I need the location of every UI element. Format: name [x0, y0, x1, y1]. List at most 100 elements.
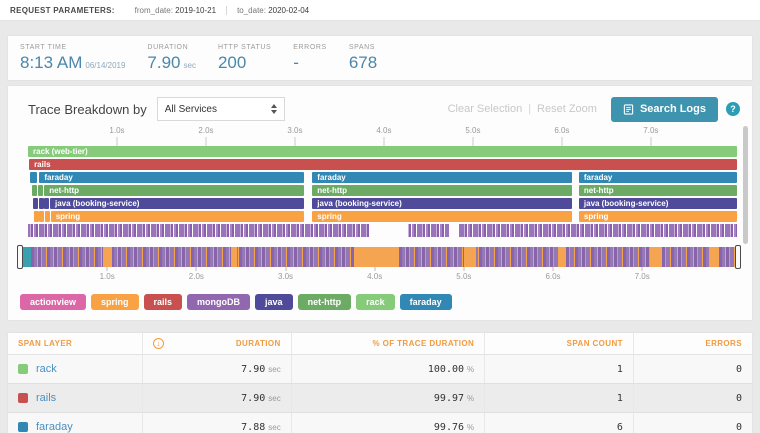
flame-span-segment[interactable]: java (booking-service)	[578, 198, 737, 209]
axis-tick-mark	[285, 267, 286, 271]
percent-unit: %	[467, 422, 475, 432]
flame-span-segment[interactable]	[31, 185, 37, 196]
flame-span-segment[interactable]	[37, 185, 43, 196]
table-header-row: SPAN LAYER ↓ DURATION % OF TRACE DURATIO…	[8, 333, 752, 355]
cell-span-layer: faraday	[8, 413, 142, 433]
col-header-percent-of-trace[interactable]: % OF TRACE DURATION	[290, 333, 484, 354]
stat-http-status: HTTP STATUS 200	[218, 44, 271, 73]
legend-chip-rack[interactable]: rack	[356, 294, 395, 310]
legend-chip-actionview[interactable]: actionview	[20, 294, 87, 310]
span-layer-link[interactable]: rails	[36, 392, 57, 404]
col-header-span-count[interactable]: SPAN COUNT	[484, 333, 633, 354]
flame-span-segment[interactable]	[38, 198, 44, 209]
trace-minimap: 1.0s 2.0s 3.0s 4.0s 5.0s 6.0s 7.0s	[17, 245, 741, 282]
axis-tick-mark	[383, 137, 385, 146]
flame-row-mongodb-spans[interactable]	[28, 224, 737, 237]
toolbar-separator: |	[528, 103, 532, 115]
flame-span-segment[interactable]	[30, 172, 37, 183]
axis-tick-mark	[195, 267, 197, 271]
percent-unit: %	[467, 393, 475, 403]
flame-span-segment[interactable]: faraday	[39, 172, 304, 183]
axis-tick-mark	[294, 137, 296, 146]
trace-breakdown-card: Trace Breakdown by All Services Clear Se…	[8, 86, 752, 320]
flame-span-segment[interactable]: faraday	[312, 172, 572, 183]
service-filter-select[interactable]: All Services	[156, 97, 285, 121]
stat-label: DURATION	[147, 43, 189, 51]
flame-vertical-scrollbar[interactable]	[743, 126, 748, 244]
col-header-duration[interactable]: ↓ DURATION	[141, 333, 291, 354]
col-header-errors[interactable]: ERRORS	[632, 333, 752, 354]
minimap-patch	[353, 247, 400, 267]
stat-duration: DURATION 7.90 sec	[147, 44, 196, 73]
flame-span-segment[interactable]: net-http	[44, 185, 304, 196]
flame-span-segment[interactable]: rack (web-tier)	[28, 146, 737, 157]
clear-selection-link[interactable]: Clear Selection	[447, 103, 523, 115]
flame-span-segment[interactable]: faraday	[578, 172, 737, 183]
stat-label: ERRORS	[293, 43, 327, 51]
param-key: to_date:	[237, 5, 269, 15]
table-row: rack 7.90 sec 100.00% 1 0	[8, 355, 752, 384]
flame-span-segment[interactable]	[39, 211, 45, 222]
stat-value-row: 678	[349, 53, 377, 73]
minimap-left-handle[interactable]	[17, 245, 23, 269]
span-layer-table: SPAN LAYER ↓ DURATION % OF TRACE DURATIO…	[8, 333, 752, 433]
flame-span-segment[interactable]: spring	[50, 211, 304, 222]
cell-span-count: 1	[484, 384, 633, 412]
trace-summary-card: START TIME 8:13 AM 06/14/2019 DURATION 7.90 s…	[8, 36, 752, 80]
minimap-patch	[650, 247, 661, 267]
cell-errors: 0	[632, 384, 752, 412]
percent-unit: %	[467, 364, 475, 374]
cell-span-count: 6	[484, 413, 633, 433]
span-layer-link[interactable]: rack	[36, 363, 57, 375]
axis-tick-label: 7.0s	[634, 272, 650, 281]
search-logs-button[interactable]: Search Logs	[610, 96, 718, 122]
legend-chip-java[interactable]: java	[255, 294, 293, 310]
flame-span-segment[interactable]	[33, 211, 39, 222]
minimap-right-handle[interactable]	[735, 245, 741, 269]
sort-descending-icon[interactable]: ↓	[152, 338, 164, 349]
request-parameters-list: from_date: 2019-10-21 to_date: 2020-02-04	[125, 5, 319, 15]
axis-tick-mark	[116, 137, 118, 146]
axis-tick-mark	[561, 137, 563, 146]
axis-tick-mark	[106, 267, 108, 271]
stat-value: 8:13 AM	[20, 52, 83, 72]
reset-zoom-link[interactable]: Reset Zoom	[537, 103, 597, 115]
param-key: from_date:	[134, 5, 176, 15]
flame-row-spring: spring spring spring	[28, 211, 737, 222]
duration-unit: sec	[268, 364, 281, 374]
layer-color-swatch	[18, 422, 28, 432]
cell-span-count: 1	[484, 355, 633, 383]
flame-span-segment[interactable]: net-http	[578, 185, 737, 196]
minimap-track[interactable]	[17, 245, 741, 269]
span-layer-link[interactable]: faraday	[36, 421, 73, 433]
table-row: faraday 7.88 sec 99.76% 6 0	[8, 413, 752, 433]
cell-span-layer: rails	[8, 384, 142, 412]
legend-chip-net-http[interactable]: net-http	[297, 294, 352, 310]
flame-span-segment[interactable]: spring	[578, 211, 737, 222]
legend-chip-mongodb[interactable]: mongoDB	[187, 294, 251, 310]
flame-span-segment[interactable]: java (booking-service)	[312, 198, 572, 209]
flame-span-segment[interactable]: rails	[29, 159, 737, 170]
axis-tick-label: 7.0s	[643, 126, 659, 135]
legend-chip-faraday[interactable]: faraday	[399, 294, 452, 310]
flame-span-segment[interactable]: java (booking-service)	[49, 198, 304, 209]
legend-chip-spring[interactable]: spring	[91, 294, 139, 310]
flame-row-javabooking-service: java (booking-service) java (booking-serv…	[28, 198, 737, 209]
flame-row-rackweb-tier: rack (web-tier)	[28, 146, 737, 157]
help-icon[interactable]: ?	[726, 102, 740, 116]
flame-span-segment[interactable]: net-http	[312, 185, 572, 196]
axis-tick-mark	[472, 137, 474, 146]
cell-duration: 7.90 sec	[141, 355, 291, 383]
cell-span-layer: rack	[8, 355, 142, 383]
flame-span-segment[interactable]: spring	[312, 211, 572, 222]
legend-chip-rails[interactable]: rails	[143, 294, 183, 310]
flame-span-segment[interactable]	[45, 211, 51, 222]
col-header-span-layer[interactable]: SPAN LAYER	[18, 339, 73, 348]
request-parameter: to_date: 2020-02-04	[226, 5, 319, 15]
axis-tick-label: 3.0s	[277, 272, 294, 281]
span-layer-legend: actionview spring rails mongoDB java net-http…	[20, 294, 752, 310]
minimap-patch	[558, 247, 566, 267]
flame-span-segment[interactable]	[32, 198, 38, 209]
flame-span-segment[interactable]	[44, 198, 50, 209]
axis-tick-label: 2.0s	[188, 272, 204, 281]
